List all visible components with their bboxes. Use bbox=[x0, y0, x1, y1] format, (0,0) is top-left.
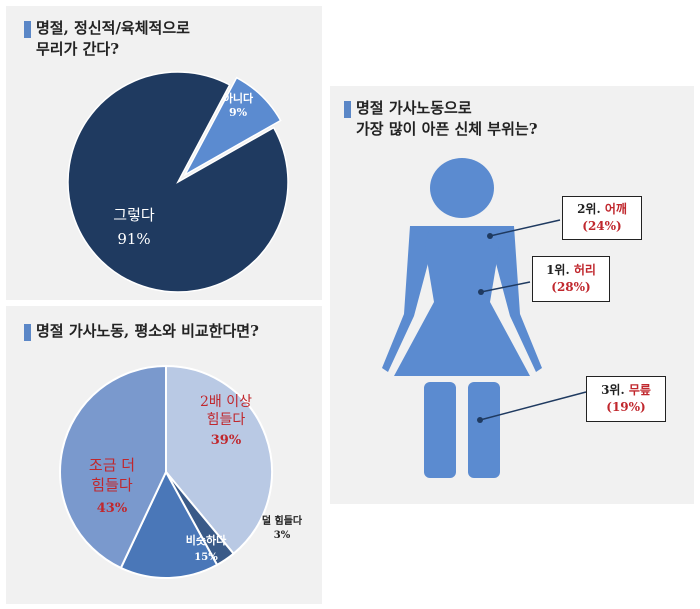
chart-title: 명절 가사노동, 평소와 비교한다면? bbox=[24, 321, 259, 342]
chart-title-line-2: 가장 많이 아픈 신체 부위는? bbox=[356, 120, 538, 138]
rank-label: 3위. bbox=[601, 383, 625, 397]
figure-left-arm bbox=[382, 226, 438, 372]
slice-value-no: 9% bbox=[229, 106, 248, 119]
pie-slice-double bbox=[165, 364, 273, 556]
chart-title-line-1: 명절 가사노동으로 bbox=[356, 99, 472, 117]
chart-title-line-1: 명절, 정신적/육체적으로 bbox=[36, 19, 190, 37]
title-accent-bar bbox=[24, 324, 31, 341]
pie-panel-strain: 명절, 정신적/육체적으로 무리가 간다? 아니다 9% 그렇다 91% bbox=[6, 6, 322, 300]
slice-value-similar: 15% bbox=[194, 552, 218, 563]
pie-slice-similar bbox=[119, 469, 219, 579]
figure-left-leg bbox=[424, 382, 456, 478]
slice-label-yes: 그렇다 bbox=[113, 206, 155, 224]
slice-value-double: 39% bbox=[211, 433, 242, 448]
callout-waist: 1위. 허리 (28%) bbox=[532, 256, 610, 302]
slice-value-less: 3% bbox=[274, 530, 291, 541]
slice-label-more-2: 힘들다 bbox=[91, 476, 133, 494]
callout-knee: 3위. 무릎 (19%) bbox=[586, 376, 666, 422]
rank-label: 1위. bbox=[546, 263, 570, 277]
pie-slice-no bbox=[183, 76, 282, 177]
body-part-label: 무릎 bbox=[628, 383, 651, 397]
figure-right-arm bbox=[486, 226, 542, 372]
chart-title-line-1: 명절 가사노동, 평소와 비교한다면? bbox=[36, 322, 259, 340]
title-accent-bar bbox=[344, 101, 351, 118]
leader-line-knee bbox=[479, 391, 587, 421]
marker-waist bbox=[478, 289, 484, 295]
body-part-label: 허리 bbox=[573, 263, 596, 277]
body-pain-panel: 명절 가사노동으로 가장 많이 아픈 신체 부위는? 2위. 어깨 (24%) … bbox=[330, 86, 694, 504]
pie-slice-yes bbox=[67, 71, 289, 293]
chart-title: 명절 가사노동으로 가장 많이 아픈 신체 부위는? bbox=[344, 98, 538, 140]
slice-label-less: 덜 힘들다 bbox=[262, 514, 303, 527]
value-label: (24%) bbox=[582, 219, 622, 233]
marker-shoulder bbox=[487, 233, 493, 239]
callout-shoulder: 2위. 어깨 (24%) bbox=[562, 196, 642, 240]
chart-title-line-2: 무리가 간다? bbox=[36, 40, 120, 58]
leader-line-shoulder bbox=[489, 219, 561, 237]
slice-label-no: 아니다 bbox=[223, 91, 254, 105]
body-part-label: 어깨 bbox=[604, 202, 627, 216]
value-label: (19%) bbox=[606, 400, 646, 414]
slice-label-double-2: 힘들다 bbox=[207, 412, 246, 428]
rank-label: 2위. bbox=[577, 202, 601, 216]
slice-label-double: 2배 이상 bbox=[200, 394, 252, 410]
value-label: (28%) bbox=[551, 280, 591, 294]
slice-value-yes: 91% bbox=[117, 230, 150, 248]
slice-value-more: 43% bbox=[97, 501, 128, 516]
slice-label-more: 조금 더 bbox=[89, 456, 135, 474]
figure-dress bbox=[394, 226, 530, 376]
figure-head bbox=[430, 158, 494, 218]
pie-slice-more bbox=[59, 364, 167, 570]
chart-title: 명절, 정신적/육체적으로 무리가 간다? bbox=[24, 18, 190, 60]
leader-line-waist bbox=[480, 281, 531, 293]
figure-right-leg bbox=[468, 382, 500, 478]
slice-label-similar: 비슷하다 bbox=[186, 533, 227, 547]
woman-figure-icon bbox=[382, 158, 587, 478]
marker-knee bbox=[477, 417, 483, 423]
title-accent-bar bbox=[24, 21, 31, 38]
